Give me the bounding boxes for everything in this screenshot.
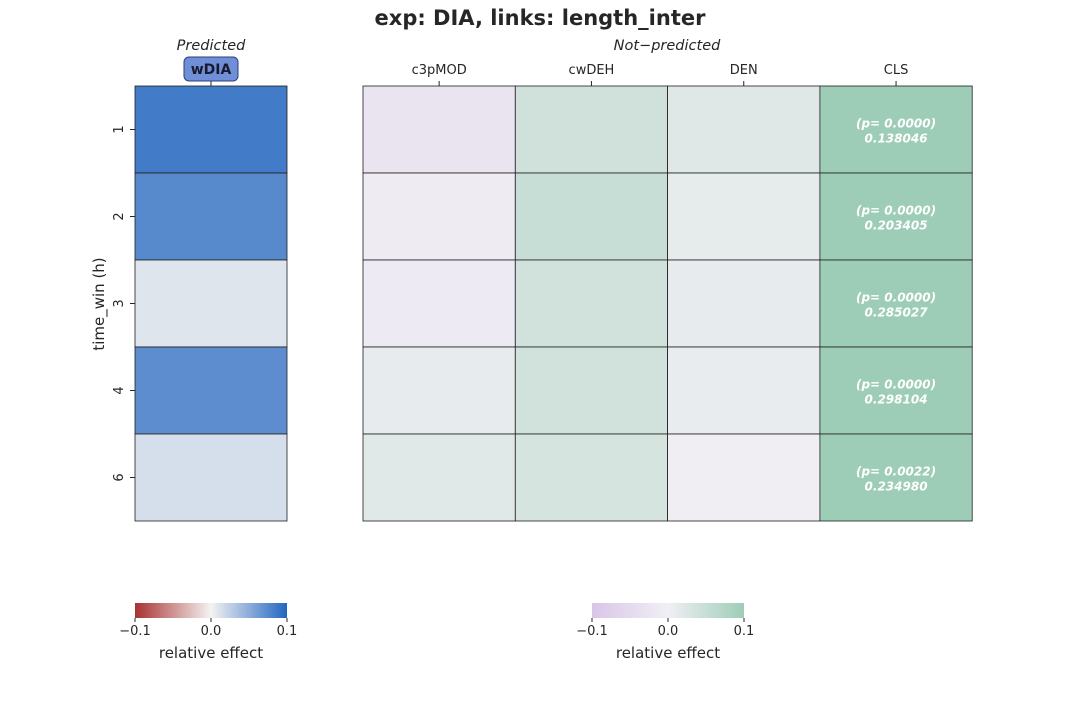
cell-value-label: 0.285027 [865, 306, 929, 320]
colorbar-tick-label: −0.1 [119, 624, 151, 639]
heatmap-cell [514, 346, 668, 435]
cell-p-value: (p= 0.0000) [856, 204, 936, 218]
cell-value-label: 0.234980 [865, 480, 928, 494]
heatmap-cell [134, 85, 288, 174]
cell-p-value: (p= 0.0000) [856, 378, 936, 392]
predicted-colorbar-label: relative effect [159, 644, 263, 662]
row-label: 3 [112, 299, 127, 307]
colorbar-tick-label: −0.1 [576, 624, 608, 639]
column-label: CLS [884, 63, 909, 78]
heatmap-cell [134, 346, 288, 435]
heatmap-cell [362, 346, 516, 435]
predicted-column-tag [183, 56, 239, 82]
cell-value-label: 0.298104 [865, 393, 928, 407]
row-label: 4 [112, 386, 127, 394]
heatmap-cell [514, 433, 668, 522]
heatmap-cell [819, 85, 973, 174]
cell-p-value: (p= 0.0022) [856, 465, 936, 479]
not-predicted-heatmap: (p= 0.0000)0.138046(p= 0.0000)0.203405(p… [362, 63, 973, 522]
heatmap-cell [514, 172, 668, 261]
heatmap-cell [667, 346, 821, 435]
colorbar-gradient [592, 603, 744, 618]
heatmap-cell [362, 172, 516, 261]
not-predicted-colorbar-label: relative effect [616, 644, 720, 662]
not-predicted-panel-title: Not−predicted [614, 38, 721, 54]
colorbar-gradient [135, 603, 287, 618]
colorbar-tick-label: 0.1 [277, 624, 298, 639]
heatmap-cell [134, 172, 288, 261]
cell-p-value: (p= 0.0000) [856, 291, 936, 305]
column-label: DEN [730, 63, 758, 78]
heatmap-cell [667, 172, 821, 261]
row-label: 6 [112, 473, 127, 481]
predicted-heatmap: wDIA 1 2 3 4 6 [112, 56, 288, 522]
y-axis-label: time_win (h) [90, 257, 109, 350]
colorbar-tick-label: 0.0 [201, 624, 222, 639]
predicted-panel-title: Predicted [177, 38, 246, 54]
row-label: 1 [112, 125, 127, 133]
cell-value-label: 0.138046 [865, 132, 928, 146]
heatmap-cell [134, 259, 288, 348]
heatmap-cell [362, 433, 516, 522]
heatmap-cell [514, 259, 668, 348]
predicted-colorbar: −0.1 0.0 0.1 [119, 603, 297, 639]
heatmap-cell [514, 85, 668, 174]
colorbar-tick-label: 0.1 [734, 624, 755, 639]
column-label: c3pMOD [412, 63, 467, 78]
heatmap-cell [667, 85, 821, 174]
figure-title: exp: DIA, links: length_inter [375, 6, 707, 30]
heatmap-cell [362, 259, 516, 348]
row-label: 2 [112, 212, 127, 220]
cell-p-value: (p= 0.0000) [856, 117, 936, 131]
heatmap-cell [667, 433, 821, 522]
heatmap-cell [362, 85, 516, 174]
column-label: cwDEH [569, 63, 615, 78]
cell-value-label: 0.203405 [865, 219, 928, 233]
heatmap-cell [134, 433, 288, 522]
column-label: wDIA [191, 62, 232, 78]
colorbar-tick-label: 0.0 [658, 624, 679, 639]
heatmap-cell [667, 259, 821, 348]
not-predicted-colorbar: −0.1 0.0 0.1 [576, 603, 754, 639]
heatmap-cell [819, 433, 973, 522]
